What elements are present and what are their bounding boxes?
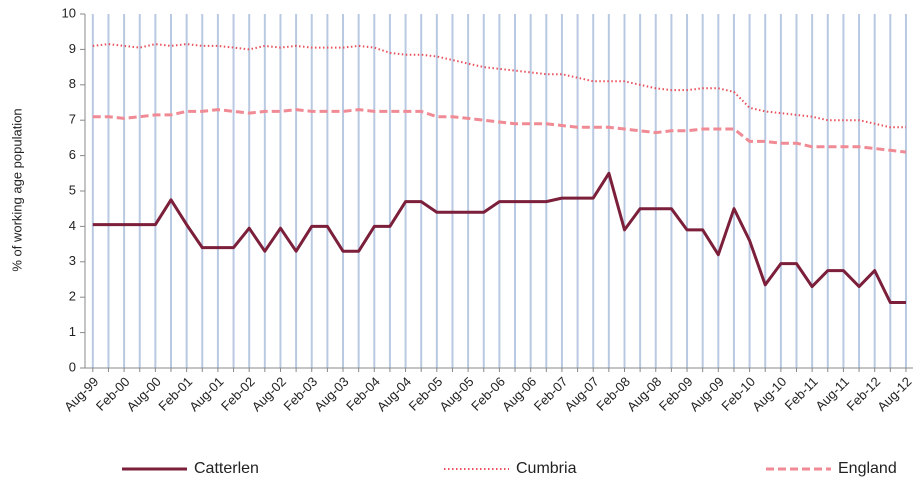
x-tick-label: Aug-06 — [499, 374, 539, 414]
x-tick-label: Aug-99 — [61, 374, 101, 414]
x-tick-label: Aug-07 — [562, 374, 602, 414]
y-tick-label: 2 — [69, 289, 76, 304]
x-tick-label: Aug-04 — [374, 374, 414, 414]
y-tick-label: 0 — [69, 359, 76, 374]
legend-label: Catterlen — [194, 460, 259, 477]
y-tick-label: 1 — [69, 324, 76, 339]
x-tick-label: Feb-11 — [782, 374, 821, 413]
x-tick-label: Aug-11 — [812, 374, 852, 414]
y-tick-label: 9 — [69, 41, 76, 56]
series-line — [92, 108, 907, 154]
y-tick-label: 3 — [69, 253, 76, 268]
legend-label: England — [838, 460, 897, 477]
x-tick-label: Aug-01 — [186, 374, 226, 414]
x-tick-label: Aug-09 — [687, 374, 727, 414]
series-line — [92, 171, 906, 304]
y-tick-label: 8 — [69, 76, 76, 91]
series-line — [92, 43, 906, 129]
x-tick-label: Aug-12 — [874, 374, 914, 414]
x-tick-label: Aug-05 — [436, 374, 476, 414]
x-tick-label: Aug-10 — [749, 374, 789, 414]
y-tick-label: 10 — [62, 5, 76, 20]
y-tick-label: 7 — [69, 112, 76, 127]
y-tick-label: 6 — [69, 147, 76, 162]
x-tick-label: Aug-00 — [124, 374, 164, 414]
y-tick-label: 5 — [69, 182, 76, 197]
y-axis-label: % of working age population — [9, 108, 24, 271]
y-tick-label: 4 — [69, 218, 76, 233]
legend-label: Cumbria — [516, 460, 577, 477]
x-tick-label: Aug-02 — [249, 374, 289, 414]
x-tick-label: Aug-03 — [311, 374, 351, 414]
x-tick-label: Aug-08 — [624, 374, 664, 414]
